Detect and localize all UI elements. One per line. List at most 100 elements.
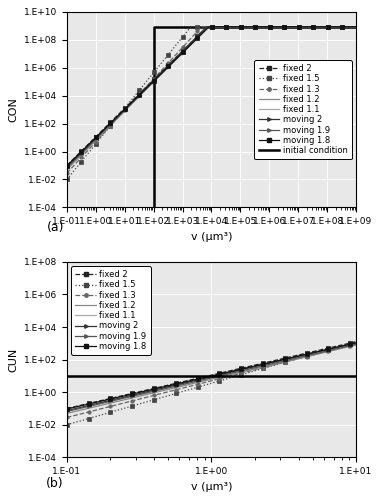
moving 2 [329,346,334,352]
moving 1.8 [64,406,69,412]
fixed 1.1 [207,24,212,30]
moving 1.8 [329,346,334,352]
moving 2 [82,404,86,409]
fixed 2 [302,24,307,30]
moving 1.9 [347,24,352,30]
initial condition [354,24,358,30]
moving 1.8 [118,394,123,400]
fixed 1.3 [64,170,69,176]
fixed 1.1 [237,24,242,30]
fixed 1.5 [76,418,81,424]
fixed 1.3 [76,412,81,418]
fixed 1.3 [347,24,352,30]
fixed 1.3 [302,24,307,30]
Line: moving 1.8: moving 1.8 [67,343,356,409]
fixed 1.5 [222,24,226,30]
fixed 1.1 [347,24,352,30]
fixed 1.3 [237,24,242,30]
fixed 1.2 [354,24,358,30]
Line: fixed 1.2: fixed 1.2 [67,345,356,414]
Text: (b): (b) [46,477,64,490]
initial condition [151,204,156,210]
moving 1.9 [354,342,358,347]
fixed 1.2 [354,342,358,348]
fixed 1.3 [339,345,344,351]
fixed 1.2 [347,24,352,30]
moving 2 [222,24,226,30]
fixed 1.2 [64,410,69,416]
moving 1.8 [64,163,69,169]
fixed 1.3 [64,414,69,420]
fixed 1.3 [200,24,204,30]
moving 1.9 [237,24,242,30]
fixed 1.5 [302,24,307,30]
fixed 2 [329,344,334,350]
Legend: fixed 2, fixed 1.5, fixed 1.3, fixed 1.2, fixed 1.1, moving 2, moving 1.9, movin: fixed 2, fixed 1.5, fixed 1.3, fixed 1.2… [255,60,352,160]
moving 2 [118,395,123,401]
Line: moving 1.8: moving 1.8 [67,27,356,166]
X-axis label: v (μm³): v (μm³) [191,232,232,241]
Line: moving 1.9: moving 1.9 [67,27,356,168]
moving 2 [205,24,210,30]
fixed 1.3 [204,24,209,30]
fixed 2 [76,403,81,409]
fixed 1.2 [237,24,242,30]
fixed 1.1 [302,24,307,30]
moving 1.9 [354,24,358,30]
fixed 2 [202,26,207,32]
fixed 1.2 [329,348,334,354]
Line: fixed 1.3: fixed 1.3 [67,27,356,173]
fixed 1.5 [82,417,86,423]
fixed 1.1 [142,390,146,396]
moving 1.8 [204,26,208,32]
moving 1.9 [76,406,81,411]
moving 2 [202,26,207,32]
moving 1.9 [202,28,207,34]
moving 2 [76,405,81,411]
fixed 1.1 [202,28,207,34]
fixed 1.5 [64,422,69,428]
moving 1.9 [329,347,334,353]
moving 1.9 [302,24,307,30]
fixed 1.3 [354,341,358,347]
moving 1.9 [64,165,69,171]
fixed 1.1 [118,396,123,402]
Line: fixed 2: fixed 2 [67,27,356,166]
moving 1.8 [339,343,344,349]
Line: fixed 2: fixed 2 [67,342,356,408]
fixed 2 [205,24,210,30]
moving 1.8 [302,24,307,30]
fixed 1.2 [82,406,86,412]
fixed 1.5 [202,24,207,30]
fixed 1.2 [142,392,146,398]
fixed 2 [347,24,352,30]
fixed 1.2 [204,26,208,32]
fixed 1.2 [339,346,344,352]
moving 2 [142,390,146,396]
fixed 1.3 [329,348,334,354]
fixed 1.1 [354,341,358,347]
moving 2 [347,24,352,30]
Line: moving 2: moving 2 [67,27,356,168]
fixed 2 [354,24,358,30]
Line: initial condition: initial condition [154,27,356,208]
moving 1.8 [142,388,146,394]
fixed 1.3 [118,401,123,407]
moving 1.9 [204,26,208,32]
moving 1.9 [64,408,69,414]
fixed 2 [142,388,146,394]
moving 1.9 [142,390,146,396]
fixed 1.3 [202,24,207,30]
moving 2 [354,24,358,30]
fixed 1.2 [206,24,211,30]
moving 1.8 [207,24,211,30]
fixed 1.5 [118,406,123,412]
Line: fixed 1.2: fixed 1.2 [67,27,356,170]
fixed 1.5 [142,400,146,406]
Y-axis label: CON: CON [8,97,18,122]
fixed 1.1 [339,344,344,350]
fixed 1.1 [64,164,69,170]
fixed 1.1 [204,27,208,33]
moving 2 [302,24,307,30]
fixed 1.1 [82,404,86,410]
